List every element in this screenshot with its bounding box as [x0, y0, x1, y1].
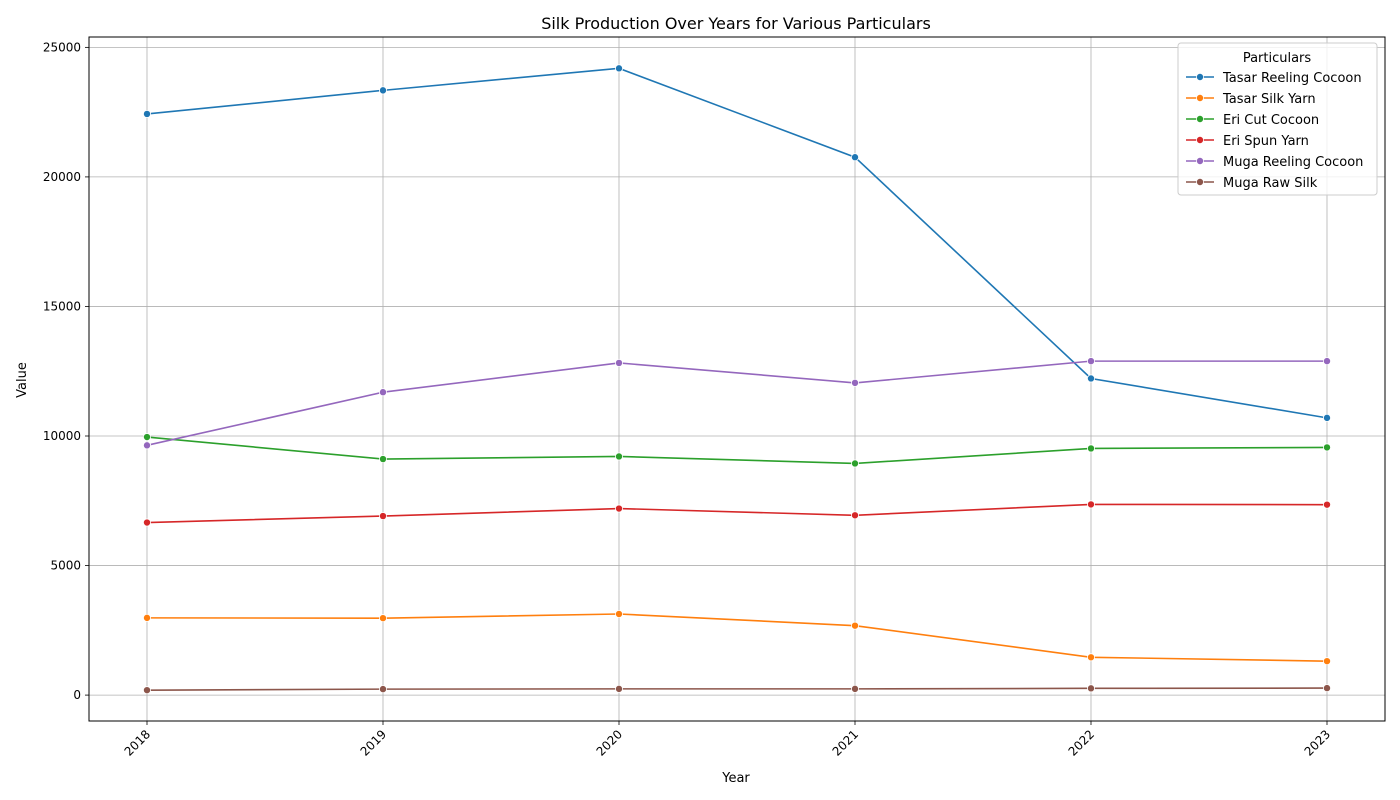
- data-point: [851, 153, 860, 162]
- legend-entry: Tasar Reeling Cocoon: [1186, 71, 1362, 86]
- data-point: [1087, 357, 1096, 366]
- y-tick-label: 0: [73, 688, 81, 702]
- data-point: [378, 685, 387, 694]
- data-point: [851, 684, 860, 693]
- y-tick-label: 15000: [43, 299, 81, 313]
- legend-label: Eri Spun Yarn: [1223, 134, 1309, 149]
- data-point: [1087, 653, 1096, 662]
- data-point: [615, 684, 624, 693]
- data-point: [615, 504, 624, 513]
- x-tick-label: 2021: [830, 727, 861, 758]
- legend-entry: Muga Reeling Cocoon: [1186, 155, 1363, 170]
- legend-marker: [1196, 177, 1205, 186]
- data-point: [142, 441, 151, 450]
- series-line: [146, 613, 1328, 662]
- legend-box: [1177, 42, 1378, 196]
- x-tick-label: 2019: [358, 727, 389, 758]
- legend-label: Muga Reeling Cocoon: [1223, 155, 1363, 170]
- data-point: [615, 609, 624, 618]
- series-eri-cut-cocoon: [142, 433, 1332, 468]
- plot-frame: [88, 36, 1386, 722]
- series-line: [146, 360, 1327, 447]
- series-eri-spun-yarn: [142, 500, 1332, 527]
- data-point: [378, 614, 387, 623]
- data-point: [1323, 684, 1332, 693]
- series-line: [146, 436, 1328, 465]
- data-point: [142, 613, 151, 622]
- data-point: [615, 452, 624, 461]
- data-point: [615, 358, 624, 367]
- legend-entry: Eri Cut Cocoon: [1186, 113, 1319, 128]
- legend-entry: Muga Raw Silk: [1186, 176, 1318, 191]
- series-tasar-silk-yarn: [142, 609, 1332, 666]
- data-point: [142, 433, 151, 442]
- data-point: [1323, 413, 1332, 422]
- data-point: [851, 459, 860, 468]
- chart-title: Silk Production Over Years for Various P…: [541, 14, 931, 33]
- legend-label: Tasar Reeling Cocoon: [1222, 71, 1362, 86]
- axis-ticks: 2018 2019 2020 2021 2022 2023 0 5000 10000 15000 2…: [43, 40, 1333, 758]
- legend-entries: Tasar Reeling Cocoon Tasar Silk Yarn Eri C…: [1186, 71, 1363, 191]
- data-point: [142, 109, 151, 118]
- legend-marker: [1196, 94, 1205, 103]
- legend-marker: [1196, 135, 1205, 144]
- x-tick-label: 2022: [1066, 727, 1097, 758]
- data-point: [1323, 657, 1332, 666]
- data-point: [1087, 374, 1096, 383]
- x-tick-label: 2020: [594, 727, 625, 758]
- data-point: [1323, 443, 1332, 452]
- data-point: [1323, 357, 1332, 366]
- series-muga-raw-silk: [142, 684, 1332, 695]
- series-muga-reeling-cocoon: [142, 357, 1332, 450]
- y-axis-title: Value: [15, 362, 30, 398]
- x-tick-label: 2023: [1302, 727, 1333, 758]
- legend-entry: Tasar Silk Yarn: [1186, 92, 1316, 107]
- legend-title: Particulars: [1243, 51, 1312, 66]
- legend: Particulars Tasar Reeling Cocoon Tasar Si…: [1177, 42, 1378, 196]
- data-point: [1323, 500, 1332, 509]
- legend-label: Eri Cut Cocoon: [1223, 113, 1319, 128]
- series-line: [146, 67, 1328, 419]
- legend-label: Muga Raw Silk: [1223, 176, 1318, 191]
- legend-entry: Eri Spun Yarn: [1186, 134, 1309, 149]
- y-tick-label: 25000: [43, 40, 81, 54]
- data-point: [615, 64, 624, 73]
- legend-marker: [1196, 73, 1205, 82]
- y-tick-label: 5000: [50, 559, 81, 573]
- data-point: [378, 388, 387, 397]
- y-tick-label: 10000: [43, 429, 81, 443]
- data-point: [1087, 500, 1096, 509]
- series-line: [146, 503, 1328, 524]
- series-tasar-reeling-cocoon: [142, 64, 1332, 422]
- data-point: [378, 512, 387, 521]
- y-tick-label: 20000: [43, 170, 81, 184]
- data-point: [378, 455, 387, 464]
- data-point: [1087, 684, 1096, 693]
- legend-label: Tasar Silk Yarn: [1222, 92, 1316, 107]
- x-axis-title: Year: [721, 771, 750, 786]
- series-layer: [142, 64, 1332, 695]
- data-point: [1087, 444, 1096, 453]
- data-point: [142, 686, 151, 695]
- data-point: [851, 621, 860, 630]
- legend-marker: [1196, 115, 1205, 124]
- data-point: [851, 378, 860, 387]
- data-point: [142, 518, 151, 527]
- data-point: [378, 86, 387, 95]
- x-tick-label: 2018: [122, 727, 153, 758]
- series-line: [146, 687, 1328, 691]
- legend-marker: [1196, 156, 1205, 165]
- data-point: [851, 511, 860, 520]
